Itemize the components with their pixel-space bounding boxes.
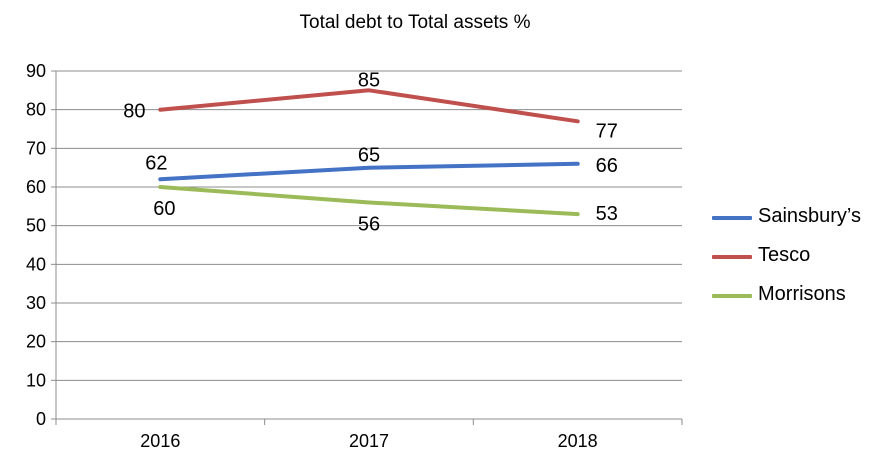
y-tick-label: 10 <box>26 370 46 390</box>
data-label-tesco: 80 <box>123 101 145 123</box>
data-label-sainsburys: 65 <box>358 145 380 167</box>
y-tick-label: 80 <box>26 100 46 120</box>
y-tick-label: 20 <box>26 332 46 352</box>
x-tick-label: 2016 <box>140 431 180 451</box>
legend-label-tesco: Tesco <box>758 244 811 266</box>
y-tick-label: 90 <box>26 61 46 81</box>
data-label-sainsburys: 66 <box>596 155 618 177</box>
y-tick-label: 0 <box>36 409 46 429</box>
y-tick-label: 60 <box>26 177 46 197</box>
data-label-sainsburys: 62 <box>145 152 167 174</box>
series-line-sainsburys <box>158 161 580 182</box>
legend-swatch-sainsburys <box>712 216 752 220</box>
legend-item-sainsburys: Sainsbury’s <box>712 205 872 231</box>
grid-layer <box>56 70 682 381</box>
legend: Sainsbury’s Tesco Morrisons <box>712 205 872 310</box>
axis-layer: 0 10 20 30 40 50 60 70 80 90 2016 2017 2018 <box>26 61 683 451</box>
y-tick-label: 70 <box>26 138 46 158</box>
legend-swatch-tesco <box>712 255 752 259</box>
data-label-morrisons: 53 <box>596 203 618 225</box>
data-label-layer: 62 65 66 80 85 77 60 56 53 <box>123 69 618 235</box>
data-label-morrisons: 56 <box>358 213 380 235</box>
x-tick-label: 2017 <box>349 431 389 451</box>
x-tick-label: 2018 <box>558 431 598 451</box>
legend-label-sainsburys: Sainsbury’s <box>758 205 862 227</box>
legend-label-morrisons: Morrisons <box>758 283 846 305</box>
y-tick-label: 30 <box>26 293 46 313</box>
y-tick-label: 50 <box>26 216 46 236</box>
series-layer <box>158 88 580 217</box>
legend-item-morrisons: Morrisons <box>712 283 872 309</box>
y-tick-label: 40 <box>26 254 46 274</box>
series-line-tesco <box>158 88 580 124</box>
legend-item-tesco: Tesco <box>712 244 872 270</box>
data-label-tesco: 85 <box>358 69 380 91</box>
series-line-morrisons <box>158 185 580 217</box>
data-label-tesco: 77 <box>596 120 618 142</box>
legend-swatch-morrisons <box>712 294 752 298</box>
chart-title: Total debt to Total assets % <box>299 12 531 33</box>
data-label-morrisons: 60 <box>153 198 175 220</box>
